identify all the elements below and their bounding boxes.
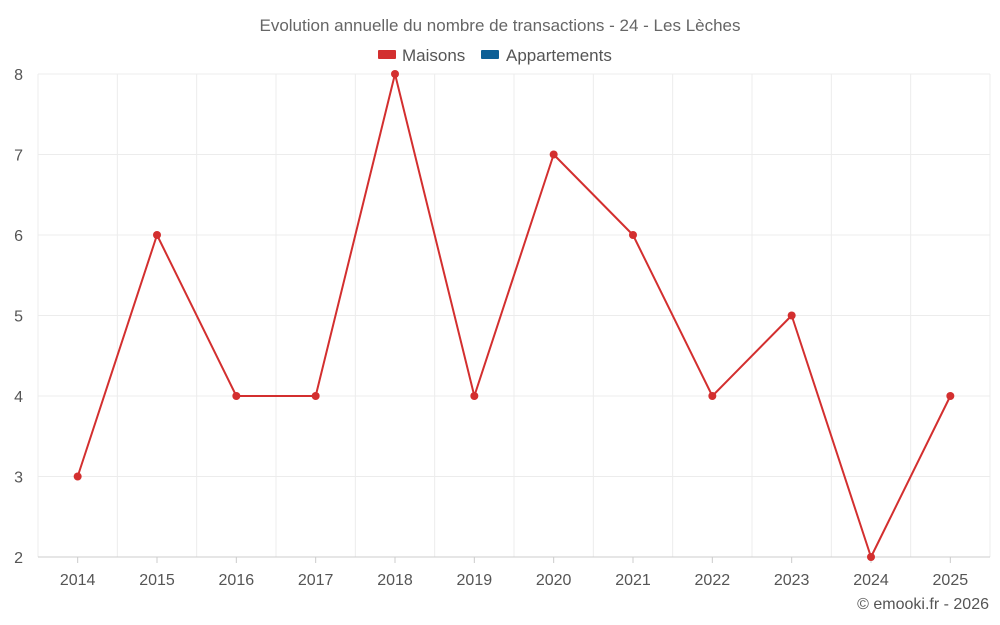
data-point-maisons-2024[interactable] (867, 553, 875, 561)
data-point-maisons-2017[interactable] (311, 392, 320, 400)
legend-label-maisons: Maisons (402, 46, 465, 65)
data-point-maisons-2022[interactable] (708, 392, 717, 400)
x-tick-label: 2014 (60, 572, 96, 589)
x-tick-label: 2018 (377, 572, 413, 589)
x-tick-label: 2024 (853, 572, 889, 589)
legend-swatch-maisons (378, 50, 396, 59)
data-point-maisons-2018[interactable] (391, 70, 399, 78)
data-point-maisons-2025[interactable] (946, 392, 955, 400)
series-line-maisons (76, 73, 952, 558)
grid (37, 73, 991, 558)
y-tick-label: 2 (14, 550, 23, 567)
legend-swatch-appartements (481, 50, 499, 59)
credit-text: © emooki.fr - 2026 (857, 596, 989, 613)
y-tick-label: 5 (14, 309, 23, 326)
x-tick-label: 2016 (219, 572, 255, 589)
chart-title: Evolution annuelle du nombre de transact… (259, 16, 740, 35)
data-point-maisons-2020[interactable] (549, 150, 558, 159)
legend: Maisons Appartements (378, 46, 612, 65)
data-point-maisons-2015[interactable] (153, 231, 161, 239)
data-point-maisons-2023[interactable] (787, 311, 796, 320)
y-tick-label: 8 (14, 67, 23, 84)
legend-label-appartements: Appartements (506, 46, 612, 65)
series (73, 70, 955, 561)
y-tick-label: 4 (14, 389, 23, 406)
y-tick-label: 6 (14, 228, 23, 245)
x-tick-label: 2021 (615, 572, 651, 589)
data-point-maisons-2021[interactable] (629, 231, 637, 239)
y-tick-label: 3 (14, 470, 23, 487)
y-tick-label: 7 (14, 148, 23, 165)
y-axis-ticks: 2 3 4 5 6 7 8 (14, 67, 23, 567)
x-tick-label: 2023 (774, 572, 810, 589)
legend-item-appartements[interactable]: Appartements (481, 46, 612, 65)
legend-item-maisons[interactable]: Maisons (378, 46, 465, 65)
x-tick-label: 2022 (695, 572, 731, 589)
x-tick-label: 2015 (139, 572, 175, 589)
data-point-maisons-2019[interactable] (470, 392, 479, 400)
x-tick-label: 2019 (457, 572, 493, 589)
data-point-maisons-2014[interactable] (73, 472, 82, 481)
data-point-maisons-2016[interactable] (232, 392, 241, 400)
x-tick-label: 2017 (298, 572, 334, 589)
x-tick-label: 2025 (933, 572, 969, 589)
x-axis-ticks: 2014 2015 2016 2017 2018 2019 2020 2021 2022 2023… (60, 557, 968, 589)
x-tick-label: 2020 (536, 572, 572, 589)
